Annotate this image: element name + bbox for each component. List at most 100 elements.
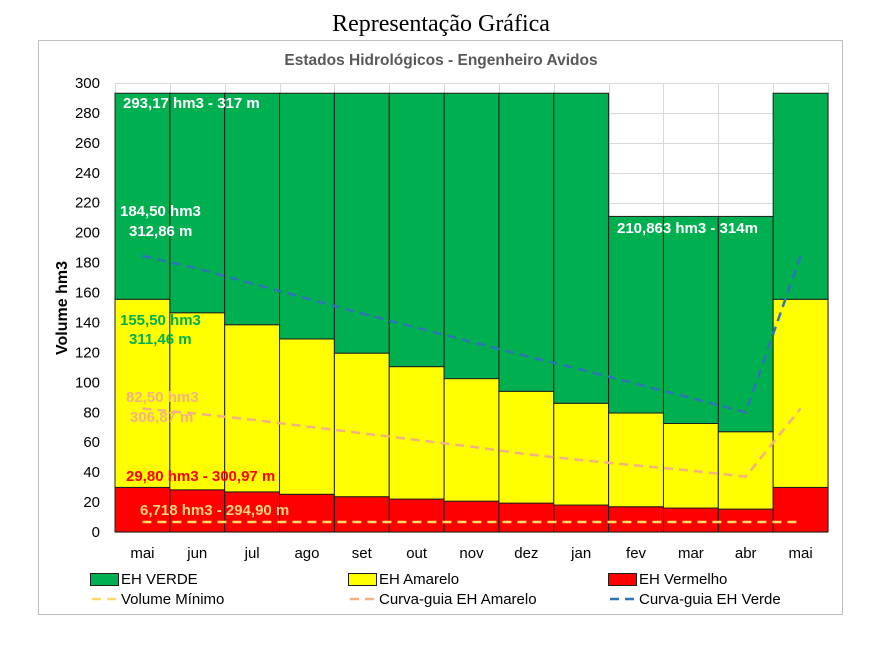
bar-eh-vermelho [498, 502, 555, 533]
annotations: 293,17 hm3 - 317 m 184,50 hm3 312,86 m 155,… [120, 95, 758, 519]
x-tick-label: jul [244, 545, 260, 562]
bar-eh-amarelo [498, 390, 555, 504]
y-tick-label: 240 [75, 165, 100, 182]
bar-eh-amarelo [662, 422, 719, 509]
annotation-label: 184,50 hm3 [120, 203, 201, 220]
bar-eh-vermelho [279, 493, 335, 533]
x-tick-label: dez [514, 545, 538, 562]
legend-item-curva-guia-eh-amarelo: Curva-guia EH Amarelo [350, 591, 537, 608]
x-tick-label: mai [130, 545, 154, 562]
bar-eh-vermelho [662, 507, 719, 533]
guide-lines [142, 254, 802, 524]
y-tick-label: 120 [75, 344, 100, 361]
bar-eh-amarelo [114, 298, 171, 488]
y-tick-label: 100 [75, 374, 100, 391]
bar-eh-vermelho [224, 491, 281, 533]
bar-eh-verde [224, 92, 281, 326]
bar-eh-verde [662, 215, 719, 424]
legend-label: Curva-guia EH Amarelo [379, 591, 537, 608]
bar-eh-vermelho [553, 504, 610, 533]
bar-eh-vermelho [717, 508, 774, 533]
legend-label: EH Amarelo [379, 571, 459, 588]
x-axis-ticks: mai jun jul ago set out nov dez jan fev mar abr mai [130, 545, 812, 562]
annotation-label: 293,17 hm3 - 317 m [123, 95, 260, 112]
bar-eh-amarelo [717, 431, 774, 510]
bar-eh-amarelo [224, 324, 281, 493]
bar-eh-vermelho [388, 498, 445, 533]
annotation-label: 29,80 hm3 - 300,97 m [126, 468, 275, 485]
line-curva-guia-eh-amarelo [142, 407, 802, 478]
legend-swatch [90, 573, 119, 586]
legend-item-eh-vermelho: EH Vermelho [608, 571, 727, 588]
annotation-label: 210,863 hm3 - 314m [617, 220, 758, 237]
bar-eh-vermelho [333, 496, 390, 533]
bar-eh-verde [114, 92, 171, 300]
y-axis-label: Volume hm3 [54, 261, 71, 355]
y-tick-label: 280 [75, 105, 100, 122]
bar-eh-vermelho [443, 500, 500, 533]
y-tick-label: 140 [75, 314, 100, 331]
x-tick-label: mai [788, 545, 812, 562]
y-tick-label: 160 [75, 285, 100, 302]
stacked-bars [114, 92, 829, 533]
legend-item-eh-verde: EH VERDE [90, 571, 198, 588]
bar-eh-verde [717, 215, 774, 433]
annotation-label: 312,86 m [129, 223, 192, 240]
y-tick-label: 40 [83, 464, 100, 481]
y-axis-ticks: 0 20 40 60 80 100 120 140 160 180 200 220 240 260 280 3… [75, 75, 100, 541]
legend-label: Volume Mínimo [121, 591, 224, 608]
annotation-label: 6,718 hm3 - 294,90 m [140, 502, 289, 519]
legend: EH VERDE EH Amarelo EH Vermelho Volume Míni… [90, 571, 781, 608]
legend-swatch [348, 573, 377, 586]
bar-eh-vermelho [772, 486, 829, 533]
bar-eh-verde [333, 92, 390, 354]
y-tick-label: 180 [75, 255, 100, 272]
annotation-label: 311,46 m [129, 331, 192, 348]
bar-eh-amarelo [443, 378, 500, 502]
line-curva-guia-eh-verde [142, 254, 802, 414]
annotation-label: 82,50 hm3 [126, 389, 199, 406]
legend-label: EH VERDE [121, 571, 198, 588]
legend-item-eh-amarelo: EH Amarelo [348, 571, 459, 588]
x-tick-label: jan [570, 545, 591, 562]
bar-eh-amarelo [169, 312, 226, 491]
bar-eh-verde [388, 92, 445, 368]
x-tick-label: abr [735, 545, 757, 562]
annotation-label: 306,87 m [130, 409, 193, 426]
bar-eh-verde [553, 92, 610, 404]
y-tick-label: 0 [92, 524, 100, 541]
page-heading: Representação Gráfica [332, 11, 550, 37]
y-tick-label: 300 [75, 75, 100, 92]
legend-swatch [608, 573, 637, 586]
x-tick-label: set [352, 545, 373, 562]
x-tick-label: jun [186, 545, 207, 562]
annotation-label: 155,50 hm3 [120, 312, 201, 329]
legend-label: EH Vermelho [639, 571, 727, 588]
x-tick-label: mar [678, 545, 704, 562]
y-tick-label: 20 [83, 494, 100, 511]
y-tick-label: 220 [75, 195, 100, 212]
bar-eh-verde [443, 92, 500, 380]
bar-eh-amarelo [608, 412, 664, 508]
bar-eh-vermelho [169, 489, 226, 533]
bar-eh-amarelo [772, 298, 829, 488]
bar-eh-amarelo [333, 352, 390, 498]
bar-eh-amarelo [279, 338, 335, 495]
x-tick-label: ago [294, 545, 319, 562]
x-tick-label: out [406, 545, 428, 562]
x-tick-label: fev [626, 545, 647, 562]
bar-eh-verde [279, 92, 335, 340]
bar-eh-vermelho [608, 506, 664, 533]
chart-title: Estados Hidrológicos - Engenheiro Avidos [284, 52, 597, 69]
bar-eh-amarelo [553, 402, 610, 506]
y-tick-label: 80 [83, 404, 100, 421]
legend-label: Curva-guia EH Verde [639, 591, 781, 608]
bar-eh-verde [498, 92, 555, 392]
legend-item-volume-minimo: Volume Mínimo [92, 591, 224, 608]
y-tick-label: 200 [75, 225, 100, 242]
bar-eh-amarelo [388, 366, 445, 500]
legend-item-curva-guia-eh-verde: Curva-guia EH Verde [610, 591, 781, 608]
y-tick-label: 60 [83, 434, 100, 451]
bar-eh-verde [169, 92, 226, 314]
